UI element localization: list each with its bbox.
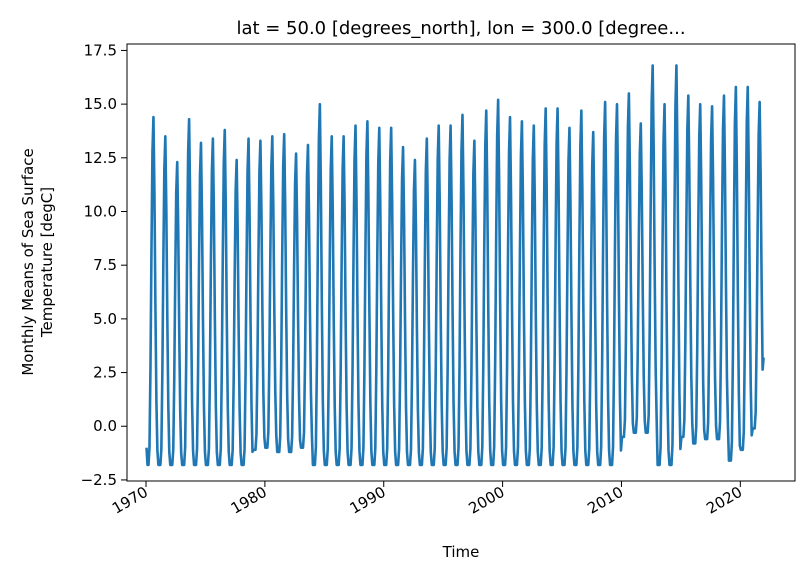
chart-title: lat = 50.0 [degrees_north], lon = 300.0 …	[236, 18, 685, 39]
x-tick-label: 1980	[228, 483, 270, 518]
series-line	[145, 64, 765, 467]
y-tick-label: 5.0	[93, 310, 117, 328]
y-axis-label: Monthly Means of Sea Surface Temperature…	[19, 148, 56, 375]
x-axis: 1970 1980 1990 2000 2010 2020	[109, 481, 745, 518]
y-axis: −2.5 0.0 2.5 5.0 7.5 10.0 12.5 15.0 17.5	[81, 41, 127, 489]
y-tick-label: 12.5	[84, 149, 117, 167]
y-axis-label-line-1: Monthly Means of Sea Surface	[19, 148, 37, 375]
plot-frame	[126, 43, 796, 482]
y-axis-label-line-2: Temperature [degC]	[38, 187, 56, 338]
x-tick-label: 2000	[466, 483, 508, 518]
x-tick-label: 2020	[703, 483, 745, 518]
y-tick-label: 0.0	[93, 417, 117, 435]
y-tick-label: 2.5	[93, 364, 117, 382]
y-tick-label: 15.0	[84, 95, 117, 113]
y-tick-label: 7.5	[93, 256, 117, 274]
y-tick-label: 10.0	[84, 202, 117, 220]
y-tick-label: 17.5	[84, 41, 117, 59]
x-tick-label: 1990	[347, 483, 389, 518]
x-tick-label: 2010	[584, 483, 626, 518]
x-axis-label: Time	[442, 543, 480, 561]
plot-area	[126, 43, 796, 482]
y-tick-label: −2.5	[81, 471, 117, 489]
